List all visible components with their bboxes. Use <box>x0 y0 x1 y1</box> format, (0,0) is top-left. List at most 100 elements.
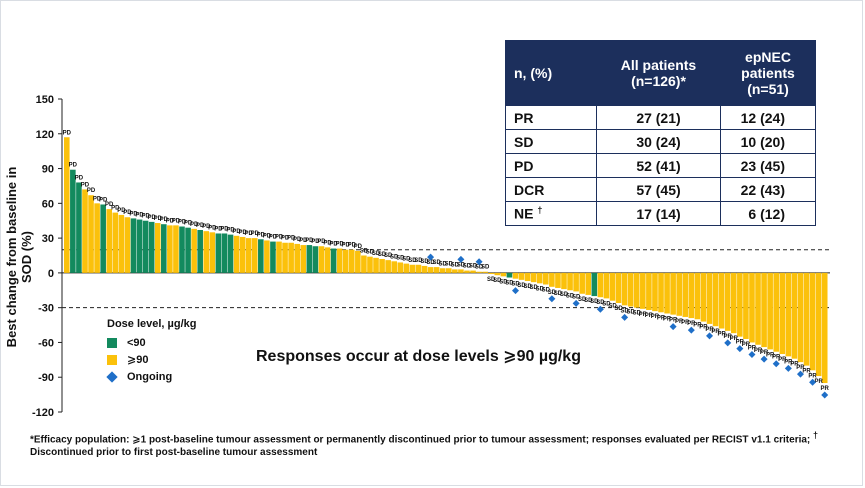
bar-response-label: SD <box>384 253 393 259</box>
legend-label-90-plus: ⩾90 <box>127 354 149 366</box>
response-table: n, (%) All patients (n=126)* epNEC patie… <box>505 40 816 226</box>
ongoing-marker <box>724 339 732 347</box>
data-bar <box>767 272 773 350</box>
data-bar <box>524 272 531 282</box>
bar-response-label: PD <box>141 214 150 220</box>
bar-response-label: SD <box>542 287 551 293</box>
data-bar <box>652 272 658 312</box>
data-bar <box>815 272 822 377</box>
table-row: DCR 57 (45) 22 (43) <box>505 177 816 202</box>
bar-response-label: PD <box>190 222 199 228</box>
ongoing-marker <box>760 355 768 363</box>
table-cell-all-patients: 17 (14) <box>596 201 721 226</box>
bar-response-label: PD <box>99 197 108 203</box>
bar-response-label: PD <box>123 210 132 216</box>
bar-response-label: PR <box>693 322 702 328</box>
data-bar <box>755 272 761 345</box>
table-row: SD 30 (24) 10 (20) <box>505 129 816 154</box>
data-bar <box>791 272 798 359</box>
bar-response-label: PR <box>748 345 757 351</box>
data-bar <box>536 272 543 284</box>
ongoing-marker <box>511 287 519 295</box>
footnote-dagger: † <box>813 430 819 440</box>
data-bar <box>221 233 228 273</box>
bar-response-label: SD <box>390 254 399 260</box>
data-bar <box>743 272 749 339</box>
ongoing-marker <box>796 370 804 378</box>
data-bar <box>173 225 179 273</box>
data-bar <box>82 189 88 273</box>
data-bar <box>573 272 579 292</box>
table-cell-all-patients: 52 (41) <box>596 153 721 178</box>
data-bar <box>64 137 70 273</box>
data-bar <box>264 240 270 273</box>
data-bar <box>749 272 755 343</box>
data-bar <box>76 182 82 273</box>
table-row: PD 52 (41) 23 (45) <box>505 153 816 178</box>
legend-label-ongoing: Ongoing <box>127 370 173 383</box>
bar-response-label: PR <box>814 379 823 385</box>
data-bar <box>670 272 676 315</box>
data-bar <box>609 272 616 301</box>
y-tick-label: -120 <box>32 407 54 419</box>
bar-response-label: PR <box>796 365 805 371</box>
ongoing-marker <box>772 360 780 368</box>
bar-response-label: PR <box>639 312 648 318</box>
legend-swatch-green <box>107 337 117 348</box>
bar-response-label: SD <box>608 304 617 310</box>
bar-response-label: PD <box>287 236 296 242</box>
data-bar <box>694 272 701 320</box>
data-bar <box>567 272 573 291</box>
bar-response-label: PR <box>705 327 714 333</box>
legend-swatch-yellow <box>107 354 117 365</box>
category-dagger: † <box>537 205 543 216</box>
data-bar <box>397 262 404 273</box>
legend-title: Dose level, µg/kg <box>107 318 197 330</box>
data-bar <box>142 220 149 273</box>
bar-labels: PDPDPDPDPDPDPDPDPDPDPDPDPDPDPDPDPDPDPDPD… <box>63 130 830 392</box>
data-bar <box>543 272 549 285</box>
bar-response-label: SD <box>378 252 387 258</box>
footnote: *Efficacy population: ⩾1 post-baseline t… <box>30 429 840 459</box>
data-bar <box>154 223 161 273</box>
table-header-all-patients: All patients (n=126)* <box>596 40 721 106</box>
data-bar <box>209 232 216 273</box>
bar-response-label: PR <box>760 350 769 356</box>
bar-response-label: SD <box>602 301 611 307</box>
bar-response-label: PD <box>323 240 332 246</box>
bar-response-label: PD <box>275 235 284 241</box>
bar-response-label: PD <box>238 230 247 236</box>
data-bar <box>197 229 203 273</box>
data-bar <box>136 219 143 273</box>
bar-response-label: PD <box>129 211 138 217</box>
ongoing-marker <box>809 378 817 386</box>
data-bar <box>324 247 331 273</box>
bar-response-label: SD <box>614 306 623 312</box>
data-bar <box>70 169 76 273</box>
data-bar <box>106 209 113 273</box>
ongoing-marker <box>784 364 792 372</box>
data-bar <box>379 258 385 273</box>
bar-response-label: PR <box>802 369 811 375</box>
y-tick-label: 0 <box>48 268 54 280</box>
bar-response-label: SD <box>548 290 557 296</box>
data-bar <box>421 265 428 273</box>
data-bar <box>500 272 507 277</box>
bar-response-label: PR <box>778 357 787 363</box>
bar-response-label: PD <box>81 182 90 188</box>
legend: Dose level, µg/kg <90 ⩾90 Ongoing <box>106 318 197 385</box>
bar-response-label: SD <box>414 258 423 264</box>
bar-response-label: PR <box>754 348 763 354</box>
ongoing-marker <box>748 350 756 358</box>
bar-response-label: SD <box>469 264 478 270</box>
y-tick-label: 120 <box>36 129 54 141</box>
bar-response-label: PD <box>293 237 302 243</box>
bar-response-label: PD <box>160 217 169 223</box>
bar-response-label: SD <box>572 294 581 300</box>
data-bar <box>306 245 313 273</box>
bar-response-label: PD <box>269 235 278 241</box>
table-cell-category: NE † <box>505 201 597 226</box>
bar-response-label: SD <box>511 282 520 288</box>
